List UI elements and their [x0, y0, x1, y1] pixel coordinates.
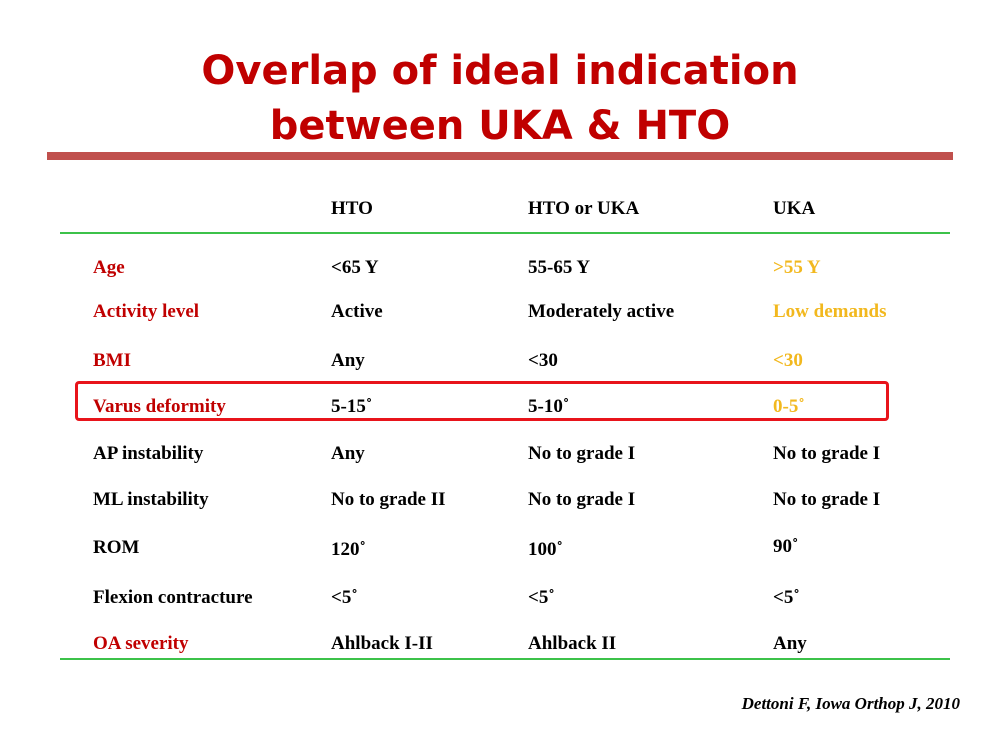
- cell-ml-uka: No to grade I: [773, 489, 881, 510]
- cell-flexion-either: <5˚: [528, 587, 555, 608]
- cell-varus-hto: 5-15˚: [331, 396, 373, 417]
- header-hto: HTO: [331, 198, 373, 219]
- cell-bmi-either: <30: [528, 350, 558, 371]
- title-divider: [47, 152, 953, 160]
- cell-ml-hto: No to grade II: [331, 489, 446, 510]
- cell-ap-hto: Any: [331, 443, 365, 464]
- varus-deformity-highlight-box: [75, 381, 889, 421]
- cell-flexion-uka: <5˚: [773, 587, 800, 608]
- row-label-varus-deformity: Varus deformity: [93, 396, 226, 417]
- cell-age-hto: <65 Y: [331, 257, 379, 278]
- header-uka: UKA: [773, 198, 816, 219]
- cell-activity-uka: Low demands: [773, 301, 887, 322]
- cell-oa-either: Ahlback II: [528, 633, 617, 654]
- row-label-oa-severity: OA severity: [93, 633, 189, 654]
- row-label-ml-instability: ML instability: [93, 489, 209, 510]
- row-label-rom: ROM: [93, 537, 140, 558]
- cell-age-uka: >55 Y: [773, 257, 821, 278]
- cell-activity-hto: Active: [331, 301, 383, 322]
- table-bottom-rule: [60, 658, 950, 660]
- cell-rom-uka: 90˚: [773, 536, 799, 557]
- cell-ap-uka: No to grade I: [773, 443, 881, 464]
- title-line-1: Overlap of ideal indication: [201, 48, 799, 94]
- cell-age-either: 55-65 Y: [528, 257, 591, 278]
- cell-ml-either: No to grade I: [528, 489, 636, 510]
- cell-bmi-hto: Any: [331, 350, 365, 371]
- cell-bmi-uka: <30: [773, 350, 803, 371]
- citation: Dettoni F, Iowa Orthop J, 2010: [741, 694, 960, 713]
- row-label-bmi: BMI: [93, 350, 131, 371]
- slide-title: Overlap of ideal indication between UKA …: [0, 44, 1000, 154]
- row-label-flexion-contracture: Flexion contracture: [93, 587, 253, 608]
- cell-activity-either: Moderately active: [528, 301, 675, 322]
- cell-rom-either: 100˚: [528, 539, 563, 560]
- cell-oa-hto: Ahlback I-II: [331, 633, 433, 654]
- cell-flexion-hto: <5˚: [331, 587, 358, 608]
- row-label-age: Age: [93, 257, 125, 278]
- cell-varus-uka: 0-5˚: [773, 396, 805, 417]
- cell-oa-uka: Any: [773, 633, 807, 654]
- header-hto-or-uka: HTO or UKA: [528, 198, 640, 219]
- cell-varus-either: 5-10˚: [528, 396, 570, 417]
- title-line-2: between UKA & HTO: [269, 103, 731, 149]
- table-header-rule: [60, 232, 950, 234]
- row-label-activity-level: Activity level: [93, 301, 200, 322]
- cell-ap-either: No to grade I: [528, 443, 636, 464]
- cell-rom-hto: 120˚: [331, 539, 366, 560]
- row-label-ap-instability: AP instability: [93, 443, 204, 464]
